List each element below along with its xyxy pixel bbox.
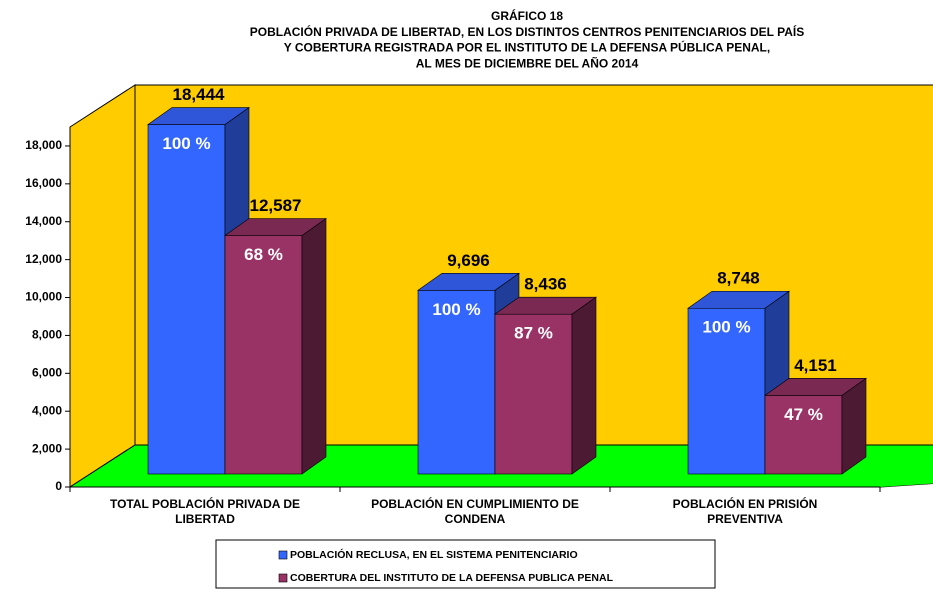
floor-fill (880, 446, 933, 487)
y-tick-label: 14,000 (25, 214, 62, 228)
bar-top (764, 378, 867, 396)
share-label: 47 % (784, 405, 823, 424)
legend-label: POBLACIÓN RECLUSA, EN EL SISTEMA PENITEN… (290, 548, 578, 561)
share-label: 68 % (244, 245, 283, 264)
share-label: 87 % (514, 324, 553, 343)
bar-front (147, 124, 226, 475)
y-tick-label: 2,000 (32, 441, 62, 455)
x-tick-label: PREVENTIVA (707, 512, 783, 526)
bar-front (764, 395, 843, 475)
legend-swatch (278, 550, 288, 560)
chart-title: AL MES DE DICIEMBRE DEL AÑO 2014 (416, 55, 639, 70)
chart-title: GRÁFICO 18 (491, 8, 563, 23)
bar-top (147, 107, 250, 125)
side-wall (69, 84, 136, 488)
bar-top (224, 218, 327, 236)
bar-top (687, 290, 790, 309)
x-tick-label: TOTAL POBLACIÓN PRIVADA DE (110, 496, 300, 511)
x-tick-label: LIBERTAD (175, 512, 235, 526)
bar-front (687, 307, 766, 475)
y-tick-label: 6,000 (32, 365, 62, 379)
value-label: 8,748 (717, 269, 760, 288)
value-label: 12,587 (250, 196, 302, 215)
value-label: 18,444 (173, 85, 226, 104)
share-label: 100 % (432, 300, 480, 319)
legend-label: COBERTURA DEL INSTITUTO DE LA DEFENSA PU… (290, 572, 614, 584)
y-tick-label: 8,000 (32, 328, 62, 342)
value-label: 9,696 (447, 251, 490, 270)
bar-front (224, 235, 303, 475)
share-label: 100 % (162, 134, 210, 153)
y-tick-label: 12,000 (25, 252, 62, 266)
bar-side (301, 217, 327, 475)
y-tick-label: 16,000 (25, 176, 62, 190)
bar-top (417, 272, 520, 291)
y-tick-label: 10,000 (25, 290, 62, 304)
x-tick-label: CONDENA (445, 512, 506, 526)
chart-title: POBLACIÓN PRIVADA DE LIBERTAD, EN LOS DI… (250, 24, 805, 39)
share-label: 100 % (702, 318, 750, 337)
x-tick-label: POBLACIÓN EN PRISIÓN (673, 496, 818, 511)
bar-side (571, 296, 597, 475)
y-tick-label: 0 (55, 479, 62, 493)
chart-title: Y COBERTURA REGISTRADA POR EL INSTITUTO … (284, 40, 770, 55)
legend-box (215, 539, 716, 589)
legend-swatch (278, 573, 288, 583)
x-tick-label: POBLACIÓN EN CUMPLIMIENTO DE (371, 496, 579, 511)
bar-front (417, 289, 496, 475)
y-tick-label: 4,000 (32, 403, 62, 417)
value-label: 8,436 (524, 275, 567, 294)
bar-top (494, 296, 597, 315)
y-tick-label: 18,000 (25, 138, 62, 152)
value-label: 4,151 (794, 356, 837, 375)
